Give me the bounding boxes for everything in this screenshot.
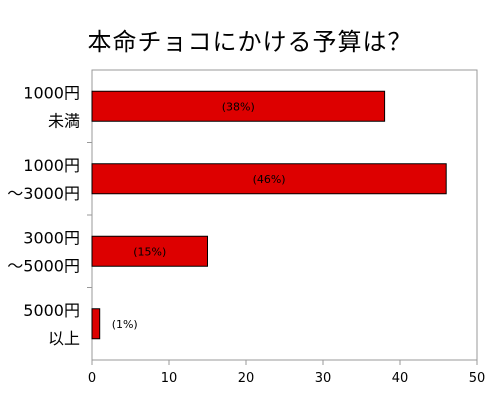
x-tick-label: 40 — [392, 371, 409, 386]
bar — [91, 235, 208, 267]
data-label: (15%) — [133, 245, 166, 258]
data-label: (1%) — [112, 318, 138, 331]
bars — [91, 90, 447, 340]
bar — [91, 163, 447, 195]
category-label: ～5000円 — [7, 256, 80, 275]
category-label: 5000円 — [23, 301, 80, 320]
category-label: ～3000円 — [7, 184, 80, 203]
category-label: 1000円 — [23, 156, 80, 175]
category-label: 1000円 — [23, 83, 80, 102]
data-labels: (38%) (46%) (15%) (1%) — [112, 100, 286, 331]
category-label: 未満 — [48, 111, 80, 130]
category-label: 以上 — [48, 329, 80, 348]
category-label: 3000円 — [23, 228, 80, 247]
x-tick-label: 50 — [469, 371, 486, 386]
x-tick-label: 30 — [315, 371, 332, 386]
x-tick-label: 10 — [161, 371, 178, 386]
x-axis-ticks: 0 10 20 30 40 50 — [88, 360, 485, 386]
plot-frame — [87, 69, 478, 361]
data-label: (46%) — [253, 173, 286, 186]
chart-title: 本命チョコにかける予算は？ — [87, 28, 413, 56]
bar — [91, 90, 386, 122]
x-tick-label: 20 — [238, 371, 255, 386]
bar — [91, 308, 101, 340]
x-tick-label: 0 — [88, 371, 96, 386]
data-label: (38%) — [222, 100, 255, 113]
